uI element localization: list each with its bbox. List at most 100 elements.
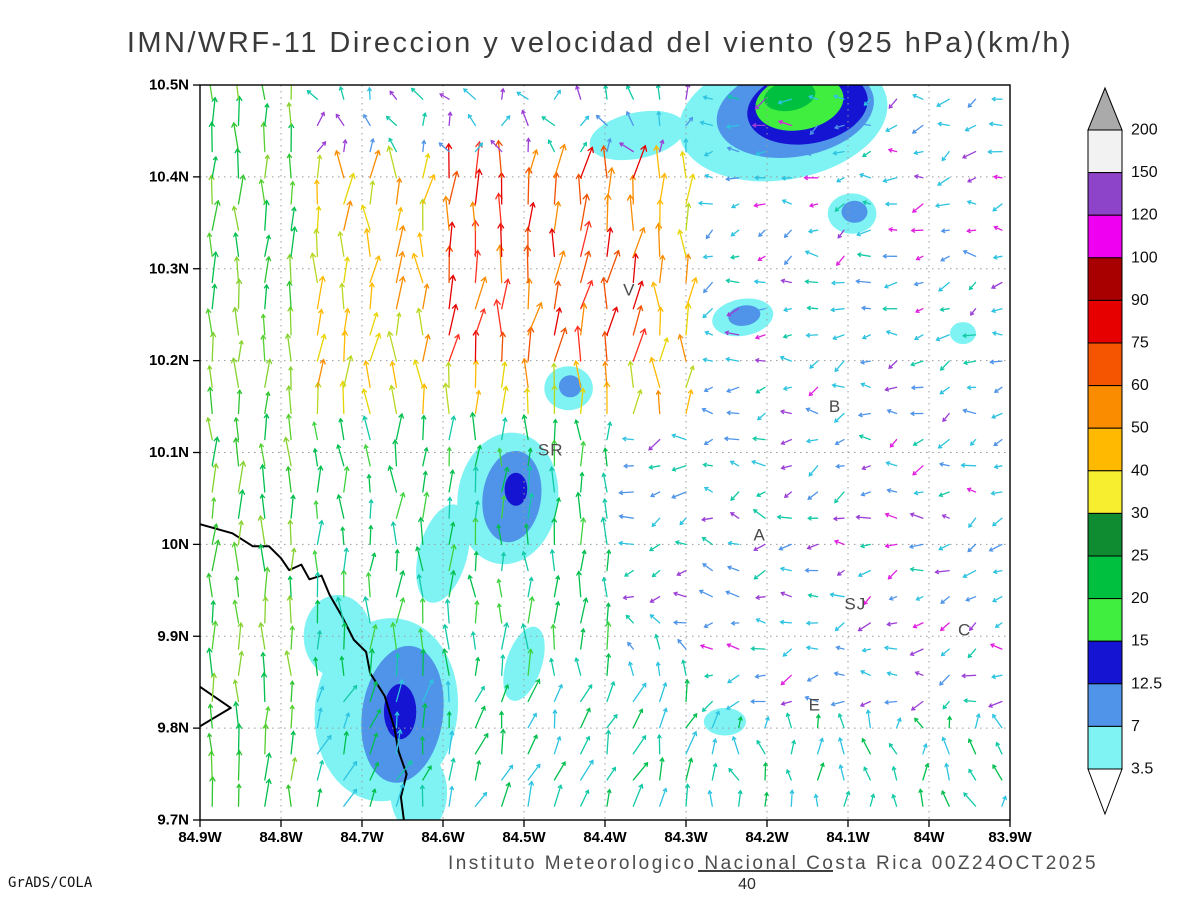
wind-arrow: [395, 783, 405, 807]
wind-arrow: [677, 333, 687, 362]
wind-arrow: [993, 386, 1003, 393]
wind-arrow: [685, 388, 694, 415]
wind-arrow: [527, 595, 535, 624]
wind-arrow: [885, 124, 898, 132]
wind-arrow: [501, 683, 510, 703]
wind-arrow: [618, 490, 634, 496]
wind-arrow: [395, 569, 406, 598]
wind-arrow: [764, 715, 770, 729]
wind-arrow: [674, 540, 687, 546]
wind-arrow: [286, 384, 293, 415]
wind-arrow: [395, 311, 402, 336]
wind-arrow: [474, 142, 484, 153]
wind-arrow: [913, 174, 924, 179]
wind-arrow: [701, 517, 713, 522]
wind-arrow: [415, 545, 424, 572]
wind-arrow: [264, 358, 273, 388]
wind-arrow: [211, 96, 218, 127]
wind-arrow: [385, 115, 398, 127]
wind-arrow: [838, 736, 845, 755]
wind-arrow: [448, 468, 455, 493]
wind-arrow: [470, 630, 477, 650]
wind-arrow: [809, 360, 819, 369]
wind-arrow: [672, 591, 687, 598]
wind-arrow: [496, 578, 503, 598]
wind-arrow: [309, 252, 319, 284]
wind-arrow: [553, 306, 562, 336]
wind-arrow: [286, 280, 293, 310]
wind-arrow: [389, 360, 398, 388]
wind-arrow: [626, 193, 635, 231]
wind-arrow: [944, 762, 950, 781]
wind-arrow: [207, 703, 214, 729]
wind-arrow: [621, 436, 634, 442]
wind-arrow: [806, 305, 819, 311]
wind-arrow: [913, 281, 924, 287]
wind-arrows-layer: [205, 85, 1007, 807]
wind-arrow: [648, 464, 661, 470]
wind-arrow: [553, 280, 561, 310]
wind-arrow: [343, 684, 358, 703]
wind-arrow: [754, 674, 766, 679]
wind-arrow: [416, 307, 424, 336]
wind-arrow: [655, 85, 661, 100]
wind-arrow: [753, 279, 766, 285]
x-axis-tick-label: 84.6W: [421, 829, 465, 846]
wind-arrow: [723, 436, 740, 442]
station-label-b: B: [829, 397, 841, 416]
wind-arrow: [207, 732, 213, 755]
wind-arrow: [857, 412, 871, 418]
wind-arrow: [863, 766, 871, 781]
wind-arrow: [524, 387, 531, 415]
wind-arrow: [233, 416, 240, 441]
x-axis-tick-label: 84.9W: [178, 829, 222, 846]
wind-arrow: [553, 143, 567, 179]
wind-arrow: [469, 411, 477, 441]
wind-arrow: [725, 357, 740, 362]
wind-arrow: [366, 473, 372, 493]
wind-arrow: [521, 413, 529, 441]
wind-arrow: [369, 179, 376, 205]
wind-arrow: [495, 139, 503, 179]
wind-arrow: [683, 137, 689, 153]
wind-arrow: [779, 619, 792, 625]
wind-arrow: [805, 620, 819, 626]
wind-arrow: [474, 499, 480, 519]
wind-arrow: [574, 657, 582, 676]
wind-arrow: [526, 137, 531, 153]
wind-arrow: [781, 175, 792, 181]
wind-arrow: [649, 614, 661, 624]
wind-arrow: [618, 540, 634, 546]
wind-arrow: [472, 465, 479, 493]
wind-arrow: [527, 678, 541, 703]
wind-arrow: [807, 228, 819, 234]
wind-arrow: [210, 331, 217, 362]
wind-arrow: [909, 567, 924, 572]
wind-arrow: [941, 736, 950, 755]
wind-arrow: [603, 447, 608, 467]
wind-arrow: [343, 712, 350, 729]
wind-arrow: [418, 516, 424, 546]
wind-arrow: [967, 177, 977, 183]
wind-arrow: [989, 643, 1003, 650]
wind-arrow: [968, 281, 977, 291]
wind-arrow: [524, 226, 531, 257]
wind-arrow: [726, 386, 740, 393]
wind-arrow: [526, 277, 533, 310]
wind-arrow: [369, 732, 379, 755]
x-axis-tick-label: 84.4W: [583, 829, 627, 846]
x-axis-tick-label: 84.1W: [826, 829, 870, 846]
wind-arrow: [627, 641, 634, 650]
wind-arrow: [651, 281, 661, 310]
wind-arrow: [887, 569, 898, 580]
wind-arrow: [858, 434, 871, 441]
wind-arrow: [729, 254, 740, 260]
wind-arrow: [524, 523, 529, 546]
wind-arrow: [988, 543, 1003, 552]
wind-arrow: [938, 543, 950, 551]
wind-arrow: [726, 146, 740, 153]
colorbar-segment: [1087, 640, 1123, 685]
wind-arrow: [974, 712, 981, 729]
wind-arrow: [780, 591, 792, 598]
wind-arrow: [236, 85, 240, 100]
